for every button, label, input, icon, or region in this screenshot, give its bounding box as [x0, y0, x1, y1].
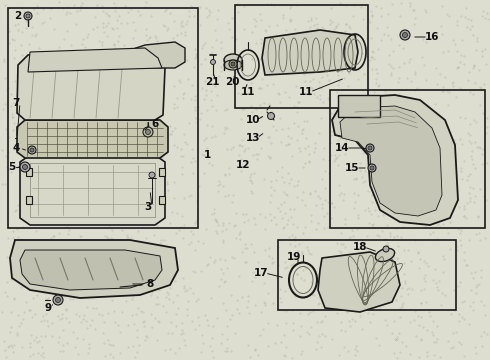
- Ellipse shape: [375, 248, 394, 262]
- Circle shape: [55, 297, 60, 302]
- Circle shape: [23, 165, 27, 170]
- Circle shape: [383, 246, 389, 252]
- Bar: [235, 5, 368, 108]
- Text: 4: 4: [12, 143, 20, 153]
- Text: 20: 20: [225, 77, 239, 87]
- Polygon shape: [340, 106, 442, 216]
- Bar: [330, 90, 485, 228]
- Circle shape: [400, 30, 410, 40]
- Circle shape: [30, 148, 34, 152]
- Polygon shape: [10, 240, 178, 298]
- Text: 14: 14: [335, 143, 349, 153]
- Polygon shape: [17, 50, 165, 120]
- Text: 17: 17: [254, 268, 269, 278]
- Polygon shape: [20, 155, 165, 225]
- Text: 7: 7: [12, 98, 20, 108]
- Circle shape: [402, 32, 408, 37]
- Circle shape: [26, 14, 30, 18]
- Ellipse shape: [224, 60, 242, 70]
- Circle shape: [211, 59, 216, 64]
- Text: 15: 15: [345, 163, 359, 173]
- Polygon shape: [262, 30, 358, 75]
- Bar: [338, 95, 380, 117]
- Polygon shape: [20, 250, 162, 290]
- Circle shape: [368, 146, 372, 150]
- Bar: [26, 196, 32, 204]
- Text: 19: 19: [287, 252, 301, 262]
- Circle shape: [149, 172, 155, 178]
- Polygon shape: [318, 252, 400, 312]
- Text: 11: 11: [241, 87, 255, 97]
- Circle shape: [368, 164, 376, 172]
- Bar: [278, 240, 456, 310]
- Circle shape: [28, 146, 36, 154]
- Text: 12: 12: [236, 160, 250, 170]
- Text: 6: 6: [151, 119, 159, 129]
- Text: 13: 13: [246, 133, 260, 143]
- Circle shape: [231, 62, 235, 66]
- Text: 10: 10: [246, 115, 260, 125]
- Polygon shape: [332, 95, 458, 225]
- Polygon shape: [28, 48, 162, 72]
- Circle shape: [24, 12, 32, 20]
- Polygon shape: [130, 42, 185, 68]
- Text: 21: 21: [205, 77, 219, 87]
- Polygon shape: [17, 120, 168, 158]
- Text: 9: 9: [45, 303, 51, 313]
- Text: 16: 16: [425, 32, 439, 42]
- Circle shape: [146, 130, 150, 135]
- Circle shape: [366, 144, 374, 152]
- Text: 8: 8: [147, 279, 154, 289]
- Text: 18: 18: [353, 242, 367, 252]
- Circle shape: [20, 162, 30, 172]
- Bar: [159, 168, 165, 176]
- Text: 2: 2: [14, 11, 22, 21]
- Bar: [8, 8, 198, 228]
- Circle shape: [53, 295, 63, 305]
- Bar: [26, 168, 32, 176]
- Circle shape: [229, 60, 237, 68]
- Text: 11: 11: [299, 87, 313, 97]
- Bar: [159, 196, 165, 204]
- Text: 3: 3: [145, 202, 151, 212]
- Circle shape: [370, 166, 374, 170]
- Ellipse shape: [224, 54, 242, 66]
- Circle shape: [268, 112, 274, 120]
- Text: 1: 1: [203, 150, 211, 160]
- Circle shape: [143, 127, 153, 137]
- Text: 5: 5: [8, 162, 16, 172]
